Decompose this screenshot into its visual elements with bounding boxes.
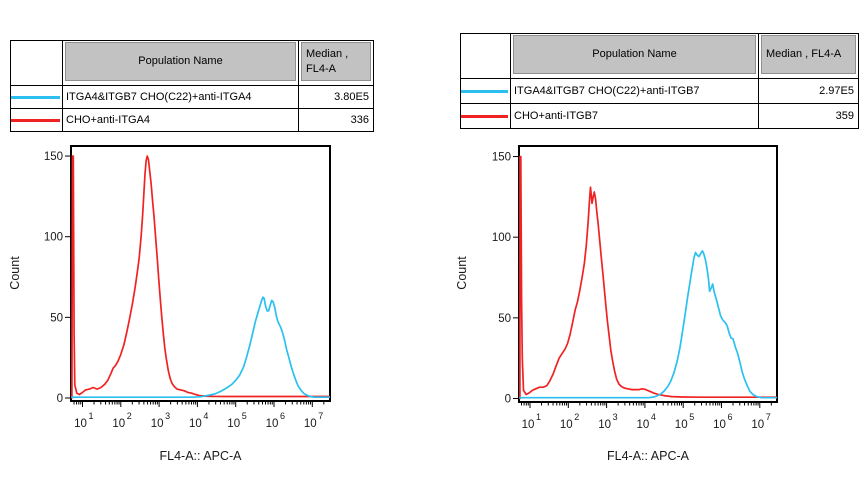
axis-ticks — [65, 155, 325, 407]
x-tick-label-base: 10 — [266, 418, 279, 430]
population-name-header[interactable]: Population Name — [510, 33, 759, 79]
population-name: CHO+anti-ITGB7 — [510, 103, 759, 129]
x-axis-title: FL4-A:: APC-A — [607, 449, 690, 463]
population-name-header-label: Population Name — [592, 48, 677, 60]
median-value: 2.97E5 — [758, 78, 859, 104]
x-tick-label-exponent: 1 — [536, 412, 541, 422]
x-tick-label-exponent: 4 — [651, 412, 656, 422]
histogram-curve-red — [71, 155, 331, 399]
population-name: CHO+anti-ITGA4 — [62, 108, 299, 132]
cyan-swatch-line — [461, 89, 509, 93]
plot-area[interactable] — [518, 145, 778, 403]
x-tick-label-base: 10 — [637, 419, 650, 431]
y-tick-label: 100 — [492, 232, 511, 244]
x-tick-label-base: 10 — [112, 418, 125, 430]
plot-area[interactable] — [70, 145, 331, 402]
table-row[interactable]: CHO+anti-ITGB7 359 — [460, 103, 859, 129]
population-name-header-label: Population Name — [138, 55, 223, 67]
population-table-left: Population Name Median , FL4-A ITGA4&ITG… — [10, 40, 374, 132]
axis-ticks — [513, 156, 772, 408]
x-tick-label-exponent: 6 — [280, 411, 285, 421]
x-axis-title: FL4-A:: APC-A — [160, 449, 243, 463]
x-tick-label-base: 10 — [751, 419, 764, 431]
population-table-right: Population Name Median , FL4-A ITGA4&ITG… — [460, 33, 859, 129]
x-tick-label-exponent: 5 — [242, 411, 247, 421]
x-tick-label-exponent: 2 — [574, 412, 579, 422]
x-tick-label-exponent: 3 — [613, 412, 618, 422]
x-tick-label-base: 10 — [74, 418, 87, 430]
histogram-curve-red — [519, 155, 778, 400]
x-tick-label-exponent: 3 — [165, 411, 170, 421]
population-name: ITGA4&ITGB7 CHO(C22)+anti-ITGA4 — [62, 85, 299, 109]
x-tick-label-base: 10 — [189, 418, 202, 430]
x-tick-label-base: 10 — [713, 419, 726, 431]
y-tick-label: 0 — [57, 393, 63, 405]
median-header-line1: Median , FL4-A — [766, 48, 842, 60]
median-header[interactable]: Median , FL4-A — [298, 40, 374, 86]
y-tick-label: 0 — [505, 394, 511, 406]
median-header[interactable]: Median , FL4-A — [758, 33, 859, 79]
x-tick-label-exponent: 4 — [203, 411, 208, 421]
x-tick-label-base: 10 — [151, 418, 164, 430]
table-row[interactable]: CHO+anti-ITGA4 336 — [10, 108, 374, 132]
y-tick-label: 50 — [498, 313, 511, 325]
x-tick-label-base: 10 — [304, 418, 317, 430]
x-tick-label-base: 10 — [675, 419, 688, 431]
median-value: 359 — [758, 103, 859, 129]
median-header-line2: FL4-A — [306, 62, 336, 75]
y-axis-title: Count — [8, 256, 22, 290]
x-tick-label-exponent: 7 — [766, 412, 771, 422]
cyan-swatch-line — [11, 95, 60, 99]
table-row[interactable]: ITGA4&ITGB7 CHO(C22)+anti-ITGB7 2.97E5 — [460, 78, 859, 104]
median-header-line1: Median , — [306, 47, 349, 60]
median-value: 336 — [298, 108, 374, 132]
x-tick-label-base: 10 — [227, 418, 240, 430]
x-tick-label-exponent: 2 — [127, 411, 132, 421]
population-name: ITGA4&ITGB7 CHO(C22)+anti-ITGB7 — [510, 78, 759, 104]
y-tick-label: 150 — [492, 152, 511, 164]
x-tick-label-exponent: 1 — [89, 411, 94, 421]
x-tick-label-exponent: 7 — [318, 411, 323, 421]
histogram-curve-cyan — [71, 296, 331, 399]
table-header-row: Population Name Median , FL4-A — [10, 40, 374, 86]
red-swatch-line — [11, 118, 60, 122]
swatch-header-cell — [10, 40, 63, 86]
swatch-header-cell — [460, 33, 511, 79]
table-header-row: Population Name Median , FL4-A — [460, 33, 859, 79]
red-swatch-line — [461, 114, 509, 118]
x-tick-label-base: 10 — [560, 419, 573, 431]
x-tick-label-base: 10 — [522, 419, 535, 431]
population-name-header[interactable]: Population Name — [62, 40, 299, 86]
table-row[interactable]: ITGA4&ITGB7 CHO(C22)+anti-ITGA4 3.80E5 — [10, 85, 374, 109]
median-value: 3.80E5 — [298, 85, 374, 109]
x-tick-label-exponent: 5 — [689, 412, 694, 422]
y-tick-label: 100 — [44, 232, 63, 244]
y-tick-label: 150 — [44, 151, 63, 163]
y-axis-title: Count — [455, 256, 469, 290]
x-tick-label-base: 10 — [598, 419, 611, 431]
histogram-curve-cyan — [519, 250, 778, 399]
x-tick-label-exponent: 6 — [728, 412, 733, 422]
y-tick-label: 50 — [50, 312, 63, 324]
